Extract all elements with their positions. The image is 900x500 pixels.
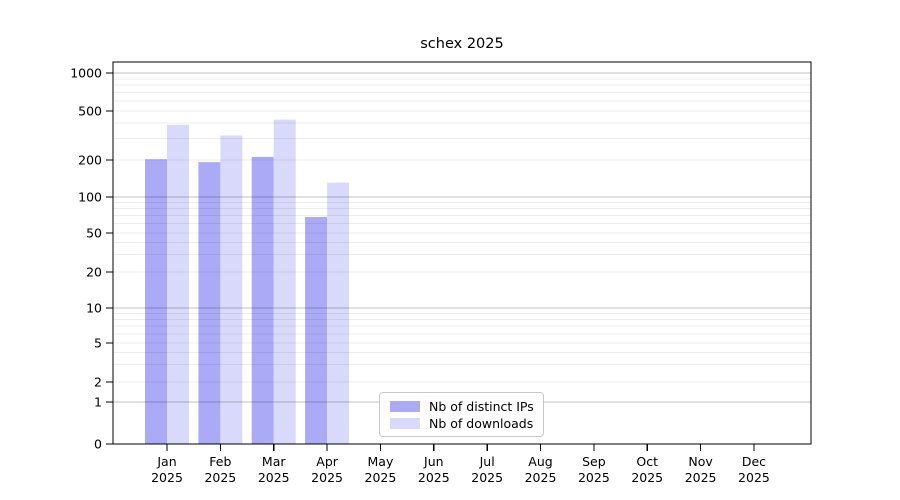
x-tick-label-month: Aug	[528, 454, 552, 469]
x-tick-label-year: 2025	[631, 470, 663, 485]
x-tick-label-month: Nov	[688, 454, 713, 469]
y-tick-label: 1	[94, 395, 102, 410]
y-tick-label: 500	[78, 104, 102, 119]
x-tick-label-year: 2025	[365, 470, 397, 485]
plot-frame	[112, 61, 812, 445]
x-tick-label-month: Feb	[209, 454, 231, 469]
legend-label-downloads: Nb of downloads	[429, 415, 534, 431]
legend-swatch-distinct-ips	[390, 400, 420, 412]
x-tick-label-year: 2025	[578, 470, 610, 485]
x-tick-label-year: 2025	[204, 470, 236, 485]
y-tick-label: 0	[94, 437, 102, 452]
y-tick-label: 5	[94, 336, 102, 351]
y-tick-label: 100	[78, 190, 102, 205]
bar-distinct-ips	[305, 217, 328, 444]
x-tick-label-month: Jul	[479, 454, 495, 469]
y-tick-label: 10	[86, 301, 102, 316]
legend-item-downloads: Nb of downloads	[390, 415, 543, 431]
x-tick-label-month: Mar	[262, 454, 286, 469]
x-tick-label-month: Jun	[423, 454, 444, 469]
x-tick-label-year: 2025	[685, 470, 717, 485]
legend-label-distinct-ips: Nb of distinct IPs	[429, 398, 534, 414]
bar-distinct-ips	[145, 159, 167, 444]
legend-item-distinct-ips: Nb of distinct IPs	[390, 398, 543, 414]
y-tick-label: 20	[86, 265, 102, 280]
x-tick-label-year: 2025	[418, 470, 450, 485]
bar-downloads	[273, 119, 296, 444]
legend-swatch-downloads	[390, 417, 420, 429]
x-tick-label-year: 2025	[151, 470, 183, 485]
x-tick-label-year: 2025	[311, 470, 343, 485]
y-tick-label: 50	[86, 226, 102, 241]
y-tick-label: 1000	[70, 66, 102, 81]
x-tick-label-month: Oct	[636, 454, 658, 469]
x-tick-label-year: 2025	[738, 470, 770, 485]
x-tick-label-month: May	[368, 454, 394, 469]
bar-downloads	[327, 182, 350, 444]
x-tick-label-year: 2025	[258, 470, 290, 485]
chart-title: schex 2025	[420, 36, 504, 52]
bar-downloads	[167, 124, 189, 445]
bar-distinct-ips	[198, 162, 221, 444]
x-tick-label-year: 2025	[525, 470, 557, 485]
bar-distinct-ips	[251, 156, 274, 444]
x-tick-label-month: Sep	[582, 454, 606, 469]
x-tick-label-month: Jan	[156, 454, 176, 469]
y-tick-label: 200	[78, 153, 102, 168]
legend: Nb of distinct IPs Nb of downloads	[379, 392, 544, 437]
x-tick-label-year: 2025	[471, 470, 503, 485]
bar-downloads	[220, 135, 243, 444]
y-tick-label: 2	[94, 375, 102, 390]
x-tick-label-month: Dec	[742, 454, 766, 469]
x-tick-label-month: Apr	[316, 454, 338, 469]
